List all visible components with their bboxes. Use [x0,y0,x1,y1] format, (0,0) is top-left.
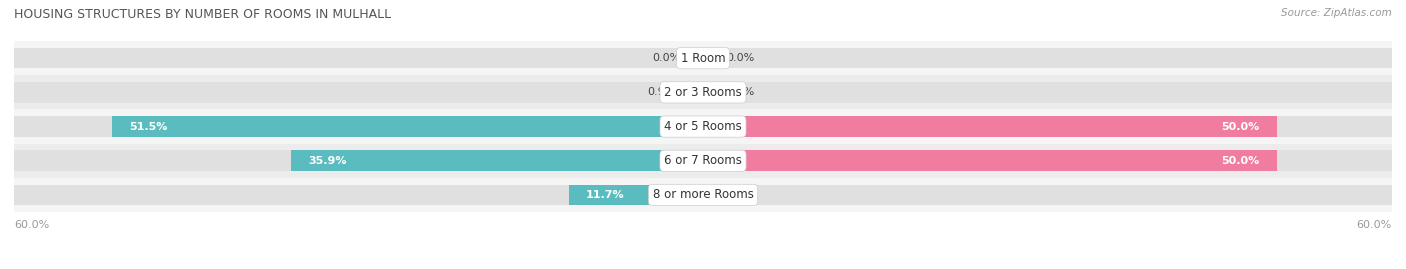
Bar [703,116,1392,137]
Text: 8 or more Rooms: 8 or more Rooms [652,189,754,201]
Bar [14,82,703,102]
Text: 6 or 7 Rooms: 6 or 7 Rooms [664,154,742,167]
Text: 1 Room: 1 Room [681,52,725,65]
Bar [703,185,1392,205]
Bar [14,75,1392,109]
Bar [14,41,1392,75]
Bar [703,150,1277,171]
Text: HOUSING STRUCTURES BY NUMBER OF ROOMS IN MULHALL: HOUSING STRUCTURES BY NUMBER OF ROOMS IN… [14,8,391,21]
Bar [14,109,1392,144]
Text: 0.0%: 0.0% [725,53,754,63]
Bar [703,150,1392,171]
Text: 50.0%: 50.0% [1222,122,1260,132]
Text: 60.0%: 60.0% [1357,220,1392,229]
Bar [703,82,1392,102]
Text: 60.0%: 60.0% [14,220,49,229]
Bar [14,185,703,205]
Bar [14,144,1392,178]
Text: 2 or 3 Rooms: 2 or 3 Rooms [664,86,742,99]
Bar [568,185,703,205]
Legend: Owner-occupied, Renter-occupied: Owner-occupied, Renter-occupied [583,265,823,269]
Text: 0.0%: 0.0% [725,87,754,97]
Bar [14,150,703,171]
Text: 50.0%: 50.0% [1222,156,1260,166]
Bar [692,82,703,102]
Text: 4 or 5 Rooms: 4 or 5 Rooms [664,120,742,133]
Text: 0.0%: 0.0% [725,190,754,200]
Text: 35.9%: 35.9% [308,156,346,166]
Bar [14,178,1392,212]
Text: Source: ZipAtlas.com: Source: ZipAtlas.com [1281,8,1392,18]
Bar [703,116,1277,137]
Bar [291,150,703,171]
Text: 0.0%: 0.0% [652,53,681,63]
Bar [703,48,1392,68]
Bar [14,48,703,68]
Text: 11.7%: 11.7% [586,190,624,200]
Text: 51.5%: 51.5% [129,122,167,132]
Bar [14,116,703,137]
Text: 0.97%: 0.97% [647,87,683,97]
Bar [111,116,703,137]
